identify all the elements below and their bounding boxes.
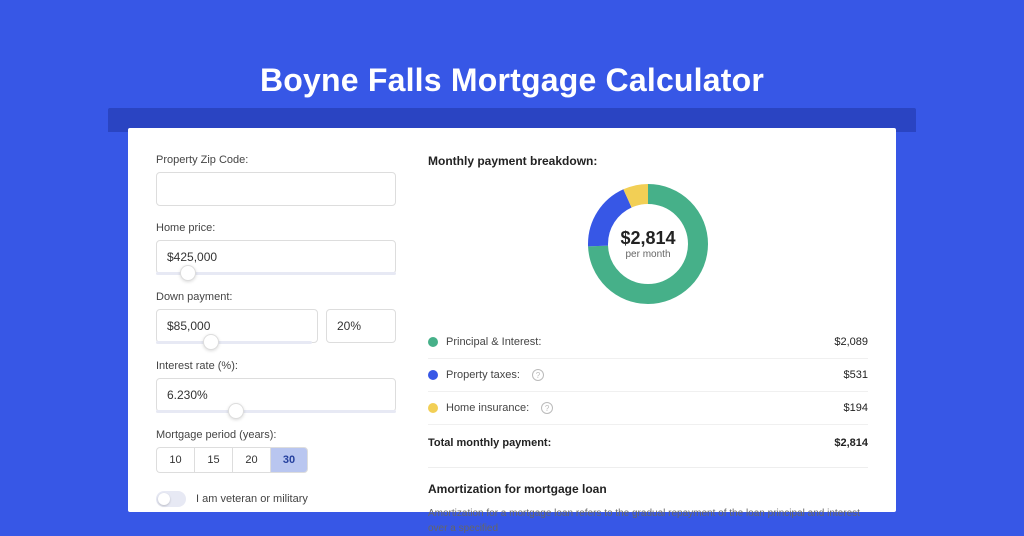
home-price-slider-thumb[interactable]: [180, 265, 196, 281]
interest-rate-slider[interactable]: [156, 410, 396, 413]
legend-label: Property taxes:: [446, 369, 520, 381]
interest-rate-label: Interest rate (%):: [156, 360, 396, 372]
help-icon[interactable]: ?: [541, 402, 553, 414]
zip-input[interactable]: [156, 172, 396, 206]
down-payment-slider[interactable]: [156, 341, 312, 344]
home-price-label: Home price:: [156, 222, 396, 234]
zip-field: Property Zip Code:: [156, 154, 396, 206]
amortization-section: Amortization for mortgage loan Amortizat…: [428, 467, 868, 536]
period-option-15[interactable]: 15: [194, 447, 232, 473]
mortgage-period-options: 10 15 20 30: [156, 447, 396, 473]
help-icon[interactable]: ?: [532, 369, 544, 381]
veteran-toggle[interactable]: [156, 491, 186, 507]
donut-center-value: $2,814: [620, 228, 675, 249]
legend-row-2: Home insurance:? $194: [428, 392, 868, 425]
veteran-toggle-row: I am veteran or military: [156, 491, 396, 507]
down-payment-slider-thumb[interactable]: [203, 334, 219, 350]
donut-center: $2,814 per month: [586, 182, 710, 306]
legend-row-1: Property taxes:? $531: [428, 359, 868, 392]
breakdown-title: Monthly payment breakdown:: [428, 154, 868, 168]
zip-label: Property Zip Code:: [156, 154, 396, 166]
mortgage-period-field: Mortgage period (years): 10 15 20 30: [156, 429, 396, 473]
down-payment-label: Down payment:: [156, 291, 396, 303]
form-column: Property Zip Code: Home price: Down paym…: [156, 154, 396, 512]
total-row: Total monthly payment: $2,814: [428, 425, 868, 467]
amortization-text: Amortization for a mortgage loan refers …: [428, 506, 868, 536]
total-value: $2,814: [834, 437, 868, 449]
donut-center-sub: per month: [625, 249, 670, 260]
total-label: Total monthly payment:: [428, 437, 551, 449]
down-payment-percent-input[interactable]: [326, 309, 396, 343]
down-payment-amount-input[interactable]: [156, 309, 318, 343]
legend-label: Home insurance:: [446, 402, 529, 414]
period-option-20[interactable]: 20: [232, 447, 270, 473]
legend-dot: [428, 403, 438, 413]
legend-label: Principal & Interest:: [446, 336, 541, 348]
legend-value: $2,089: [834, 336, 868, 348]
legend-value: $531: [844, 369, 868, 381]
donut-wrap: $2,814 per month: [428, 182, 868, 306]
interest-rate-slider-thumb[interactable]: [228, 403, 244, 419]
calculator-card: Property Zip Code: Home price: Down paym…: [128, 128, 896, 512]
period-option-30[interactable]: 30: [270, 447, 308, 473]
home-price-field: Home price:: [156, 222, 396, 275]
veteran-toggle-dot: [158, 493, 170, 505]
interest-rate-field: Interest rate (%):: [156, 360, 396, 413]
down-payment-field: Down payment:: [156, 291, 396, 344]
legend-row-0: Principal & Interest: $2,089: [428, 326, 868, 359]
legend-value: $194: [844, 402, 868, 414]
legend: Principal & Interest: $2,089 Property taxe…: [428, 326, 868, 425]
mortgage-period-label: Mortgage period (years):: [156, 429, 396, 441]
interest-rate-input[interactable]: [156, 378, 396, 412]
donut-chart: $2,814 per month: [586, 182, 710, 306]
legend-dot: [428, 337, 438, 347]
amortization-title: Amortization for mortgage loan: [428, 482, 868, 496]
period-option-10[interactable]: 10: [156, 447, 194, 473]
veteran-toggle-label: I am veteran or military: [196, 493, 308, 505]
legend-dot: [428, 370, 438, 380]
breakdown-column: Monthly payment breakdown: $2,814 per mo…: [428, 154, 868, 512]
page-title: Boyne Falls Mortgage Calculator: [0, 62, 1024, 99]
home-price-slider[interactable]: [156, 272, 396, 275]
